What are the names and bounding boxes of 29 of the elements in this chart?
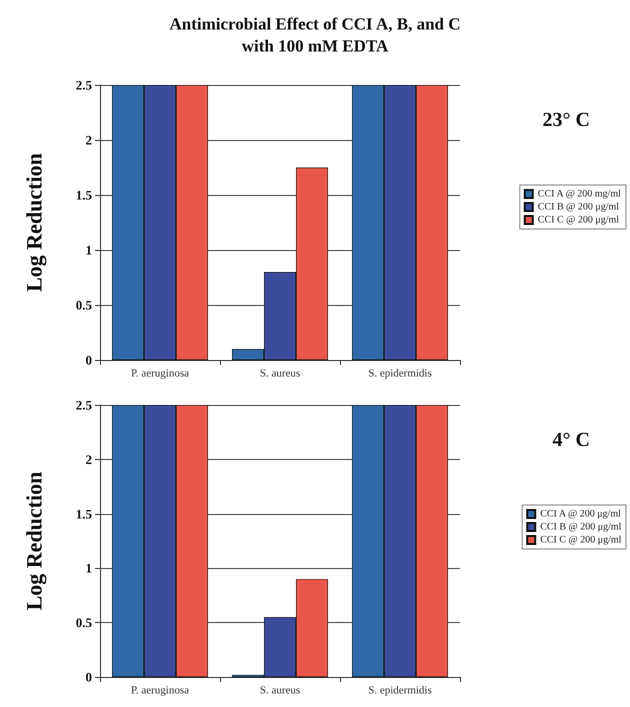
chart-title: Antimicrobial Effect of CCI A, B, and C with 100 mM EDTA — [169, 14, 461, 56]
y-axis-title: Log Reduction — [22, 472, 46, 610]
y-tick-label: 1.5 — [76, 188, 92, 202]
legend-label: CCI A @ 200 μg/ml — [540, 508, 622, 520]
y-tick-label: 2 — [86, 132, 92, 148]
x-tick-label: S. aureus — [260, 368, 300, 380]
y-tick-label: 2.5 — [76, 398, 92, 412]
y-tick-label: 0.5 — [76, 615, 92, 630]
legend-label: CCI A @ 200 mg/ml — [538, 188, 622, 200]
legend-label: CCI B @ 200 μg/ml — [540, 522, 622, 532]
x-tick-label: P. aeruginosa — [130, 684, 190, 696]
legend-label: CCI C @ 200 μg/ml — [538, 214, 620, 226]
x-tick-label: P. aeruginosa — [130, 368, 190, 380]
text: 4° C — [552, 429, 590, 451]
y-tick-label: 2.5 — [76, 78, 92, 92]
legend-label: CCI C @ 200 μg/ml — [540, 534, 622, 546]
y-tick-label: 0 — [86, 670, 92, 684]
y-tick-label: 0.5 — [76, 298, 92, 312]
text: 23° C — [542, 109, 590, 131]
x-tick-label: S. aureus — [260, 684, 300, 696]
y-axis-title: Log Reduction — [22, 153, 46, 292]
y-tick-label: 2 — [86, 452, 92, 467]
y-tick-label: 1.5 — [76, 506, 92, 522]
legend-label: CCI B @ 200 μg/ml — [538, 202, 620, 212]
x-tick-label: S. epidermidis — [368, 684, 432, 696]
x-tick-label: S. epidermidis — [368, 368, 432, 380]
y-tick-label: 1 — [86, 242, 92, 258]
y-tick-label: 0 — [86, 352, 92, 368]
y-tick-label: 1 — [86, 560, 92, 576]
